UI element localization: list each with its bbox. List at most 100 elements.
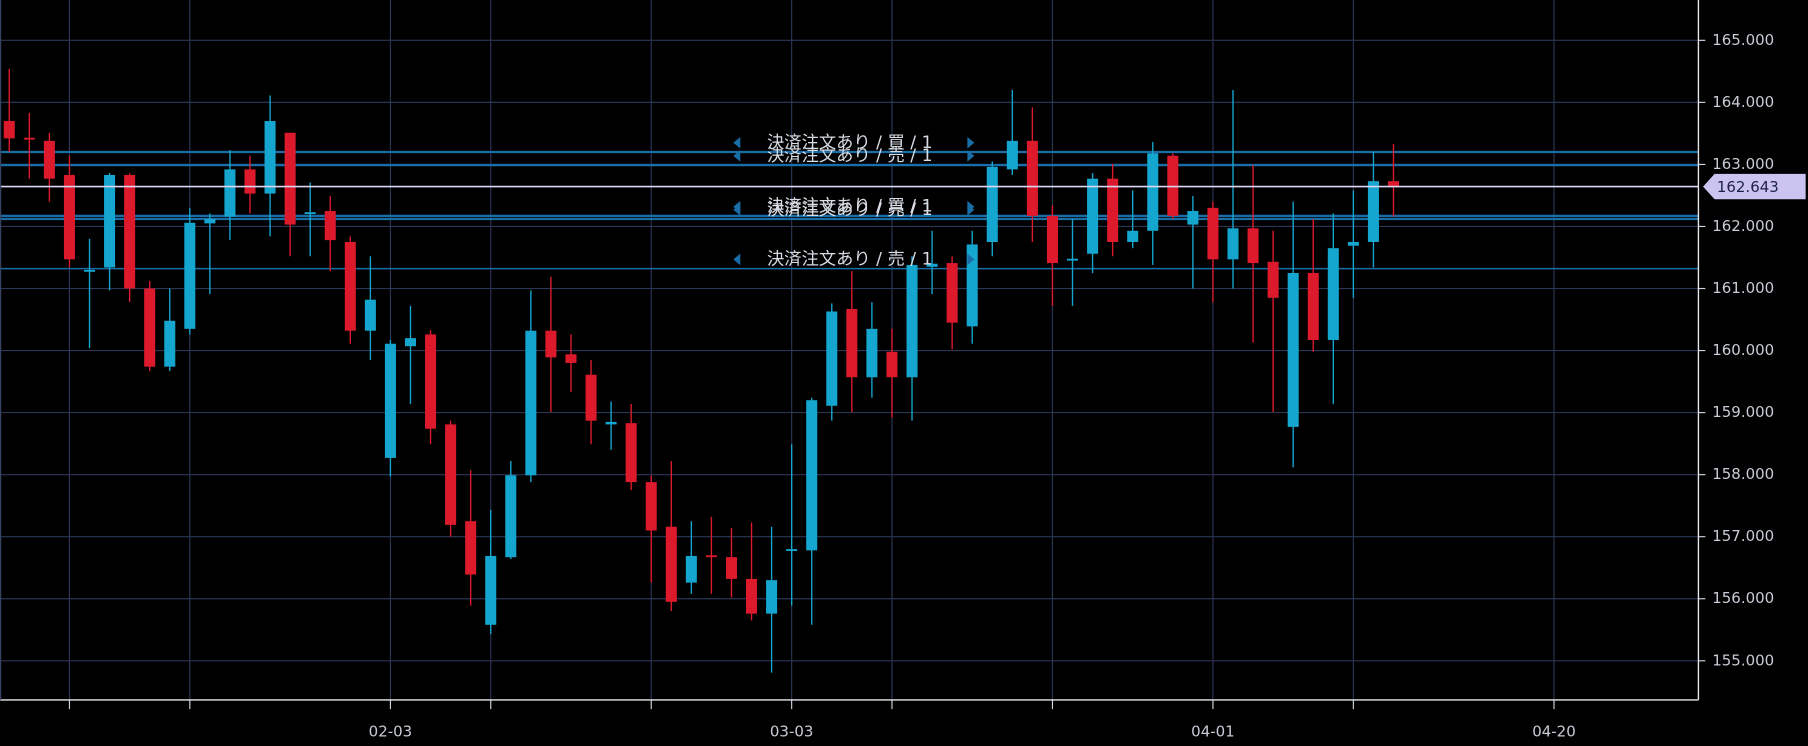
candle-body xyxy=(685,555,697,583)
candle-body xyxy=(1026,140,1038,216)
candle-body xyxy=(786,549,798,551)
y-tick-label: 161.000 xyxy=(1712,279,1774,297)
candle-body xyxy=(505,475,517,558)
candle-body xyxy=(184,222,196,329)
candle-body xyxy=(645,482,657,531)
order-label: 決済注文あり / 買 / 1 xyxy=(733,133,975,153)
candle-body xyxy=(344,241,356,331)
order-arrow-right xyxy=(967,204,975,216)
candle-body xyxy=(1107,178,1119,242)
candle-body xyxy=(866,328,878,378)
y-tick-label: 158.000 xyxy=(1712,465,1774,483)
candle-body xyxy=(264,120,276,194)
candle-body xyxy=(364,299,376,331)
order-arrow-right xyxy=(967,137,975,149)
candle-body xyxy=(725,557,737,579)
candle-body xyxy=(1066,258,1079,261)
candle-body xyxy=(625,423,637,483)
candle-body xyxy=(1387,181,1400,187)
order-label: 決済注文あり / 売 / 1 xyxy=(733,249,975,269)
order-arrow-left xyxy=(733,137,741,149)
order-arrow-left xyxy=(733,253,741,266)
x-tick-label: 02-03 xyxy=(369,723,413,741)
candle-body xyxy=(1347,241,1359,246)
candle-body xyxy=(605,421,617,425)
y-tick-label: 160.000 xyxy=(1712,341,1774,359)
candle-body xyxy=(1227,228,1239,260)
y-tick-label: 157.000 xyxy=(1712,527,1774,545)
order-text: 決済注文あり / 買 / 1 xyxy=(767,133,933,153)
order-arrow-left xyxy=(733,150,741,162)
candle-body xyxy=(1327,248,1339,341)
order-text: 決済注文あり / 買 / 1 xyxy=(767,197,933,217)
candle-body xyxy=(766,580,778,614)
candle-body xyxy=(826,311,838,406)
candle-body xyxy=(1267,261,1279,298)
x-tick-label: 03-03 xyxy=(770,723,814,741)
candle-body xyxy=(525,330,537,476)
candle-body xyxy=(404,338,417,347)
order-label: 決済注文あり / 売 / 1 xyxy=(733,200,975,220)
y-tick-label: 164.000 xyxy=(1712,93,1774,111)
candle-body xyxy=(124,174,136,289)
order-arrow-left xyxy=(733,204,741,216)
candle-body xyxy=(585,374,597,421)
last-price-label: 162.643 xyxy=(1717,178,1779,196)
candle-body xyxy=(1207,207,1219,260)
candle-body xyxy=(104,174,116,268)
y-tick-label: 162.000 xyxy=(1712,217,1774,235)
candle-body xyxy=(304,212,316,215)
y-tick-label: 159.000 xyxy=(1712,403,1774,421)
candle-body xyxy=(966,244,978,327)
candle-body xyxy=(1147,153,1159,231)
candle-body xyxy=(164,320,176,367)
order-text: 決済注文あり / 売 / 1 xyxy=(767,146,933,166)
candle-body xyxy=(485,555,497,625)
candle-body xyxy=(384,343,396,458)
candle-body xyxy=(1247,228,1259,264)
candle-body xyxy=(886,351,898,378)
candle-body xyxy=(445,424,457,525)
candle-body xyxy=(43,140,55,179)
candle-body xyxy=(63,174,75,260)
candle-body xyxy=(545,330,557,358)
candle-body xyxy=(144,288,156,367)
candle-body xyxy=(1046,215,1058,264)
candle-body xyxy=(1187,210,1199,225)
candle-body xyxy=(1087,178,1099,254)
candle-body xyxy=(665,526,677,602)
order-text: 決済注文あり / 売 / 1 xyxy=(767,200,933,220)
y-tick-label: 156.000 xyxy=(1712,589,1774,607)
y-tick-label: 155.000 xyxy=(1712,651,1774,669)
order-text: 決済注文あり / 売 / 1 xyxy=(767,249,933,269)
y-tick-label: 163.000 xyxy=(1712,155,1774,173)
candle-body xyxy=(746,578,758,614)
candle-body xyxy=(23,137,35,140)
candle-body xyxy=(565,354,577,363)
candle-body xyxy=(3,120,15,139)
candle-body xyxy=(465,521,477,575)
candle-body xyxy=(324,210,336,241)
candle-body xyxy=(1127,230,1139,242)
candle-body xyxy=(926,263,938,267)
x-tick-label: 04-20 xyxy=(1532,723,1576,741)
candle-body xyxy=(1307,273,1319,341)
order-arrow-right xyxy=(967,253,975,266)
candle-body xyxy=(425,334,437,429)
candle-body xyxy=(986,166,998,242)
candle-body xyxy=(906,264,918,378)
candle-body xyxy=(224,169,236,217)
candle-body xyxy=(1287,273,1299,427)
y-tick-label: 165.000 xyxy=(1712,31,1774,49)
candle-body xyxy=(806,400,818,551)
candle-body xyxy=(204,219,216,224)
order-label: 決済注文あり / 売 / 1 xyxy=(733,146,975,166)
order-arrow-right xyxy=(967,150,975,162)
candle-body xyxy=(1006,140,1018,170)
candle-body xyxy=(83,269,96,272)
candle-body xyxy=(705,555,717,558)
x-tick-label: 04-01 xyxy=(1191,723,1234,741)
candle-body xyxy=(846,308,858,378)
